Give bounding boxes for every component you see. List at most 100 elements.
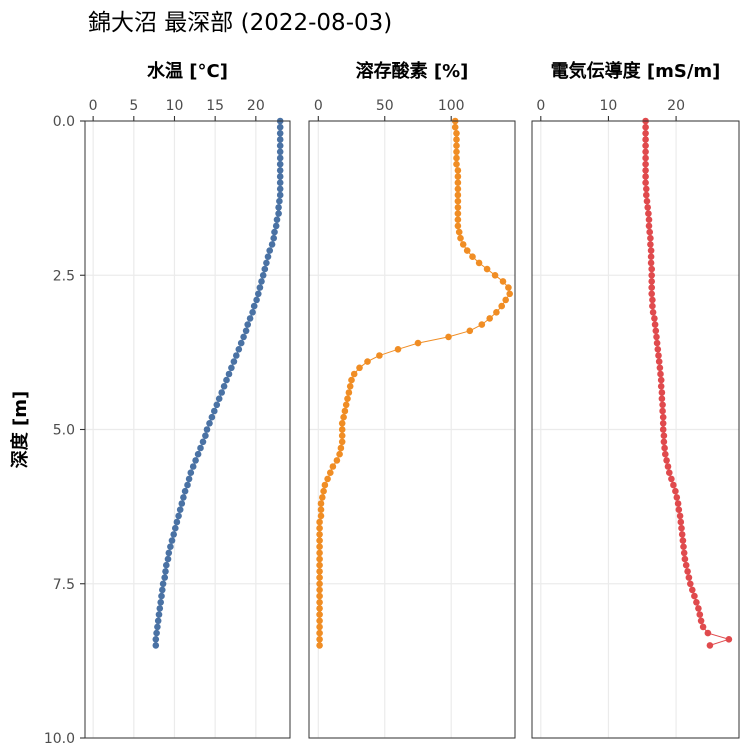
data-point [337,444,345,452]
data-point [453,130,460,137]
data-point [454,204,462,211]
x-tick-label: 50 [376,98,394,114]
x-tick-label: 0 [89,98,98,114]
data-point [652,327,660,335]
data-point [276,167,284,174]
x-tick-label: 5 [129,98,138,114]
data-point [645,222,653,230]
data-point [242,327,250,335]
data-point [276,179,284,186]
data-point [173,518,181,526]
data-point [276,123,284,131]
data-point [664,463,672,470]
data-point [645,210,652,217]
x-tick-label: 10 [166,98,184,114]
data-point [493,309,500,316]
data-point [454,173,462,180]
y-axis-label: 深度 [m] [9,391,31,468]
data-point [706,642,714,649]
data-point [152,636,160,643]
data-point [644,204,651,211]
data-point [215,395,223,403]
data-point [316,642,323,649]
data-point [454,216,462,223]
data-point [642,173,649,180]
x-tick-label: 0 [536,98,545,114]
data-point [341,407,349,415]
data-point [249,309,256,316]
data-point [276,173,284,180]
data-point [316,617,323,625]
data-point [498,302,506,310]
data-point [642,136,649,143]
data-point [655,358,663,365]
panel-title-water-temperature: 水温 [°C] [147,60,228,82]
data-point [356,364,363,372]
data-point [157,599,164,606]
data-point [153,629,160,637]
data-point [271,228,278,236]
data-point [725,636,733,643]
data-point [491,272,499,279]
data-point [185,475,193,483]
data-point [346,383,354,390]
data-point [175,512,182,520]
panel-dissolved-oxygen: 0 50 100 溶存酸素 [%] [308,60,516,739]
data-point [276,136,284,143]
data-point [659,413,667,421]
data-point [453,136,460,143]
data-point [246,315,254,322]
data-point [642,123,649,131]
data-point [483,265,491,273]
data-point [663,457,670,464]
data-point [659,401,666,409]
data-point [453,148,460,156]
data-point [228,364,235,372]
data-point [316,623,323,631]
data-point [320,487,327,495]
data-point [329,463,337,470]
data-point [250,302,258,310]
data-point [646,228,653,236]
data-point [317,506,325,513]
data-point [454,167,462,174]
data-point [321,481,329,489]
data-point [259,272,267,279]
data-point [454,197,462,205]
data-point [159,586,166,594]
data-point [678,531,686,538]
x-tick-label: 20 [667,98,685,114]
data-point [340,413,347,421]
data-point [454,210,462,217]
data-point [648,265,655,273]
data-point [658,395,666,403]
data-point [319,494,326,501]
data-point [254,290,262,298]
data-point [316,568,323,575]
data-point [350,370,358,378]
data-point [659,407,666,415]
data-point [316,605,323,612]
data-point [199,438,207,446]
data-point [276,154,284,162]
data-point [276,197,283,205]
data-point [213,401,221,409]
y-tick-label: 5.0 [53,423,75,439]
panel-border [308,120,516,739]
data-point [253,296,260,304]
data-point [642,167,649,174]
data-point [647,259,655,267]
data-point [459,241,467,248]
data-point [338,426,346,433]
x-tick-label: 15 [206,98,224,114]
x-tick-label: 100 [438,98,465,114]
data-point [642,130,649,137]
data-point [682,561,690,569]
data-point [163,561,170,569]
data-point [275,204,282,211]
data-point [689,586,696,594]
data-point [342,401,350,409]
data-point [657,370,664,378]
data-point [453,160,460,168]
data-point [660,438,668,446]
